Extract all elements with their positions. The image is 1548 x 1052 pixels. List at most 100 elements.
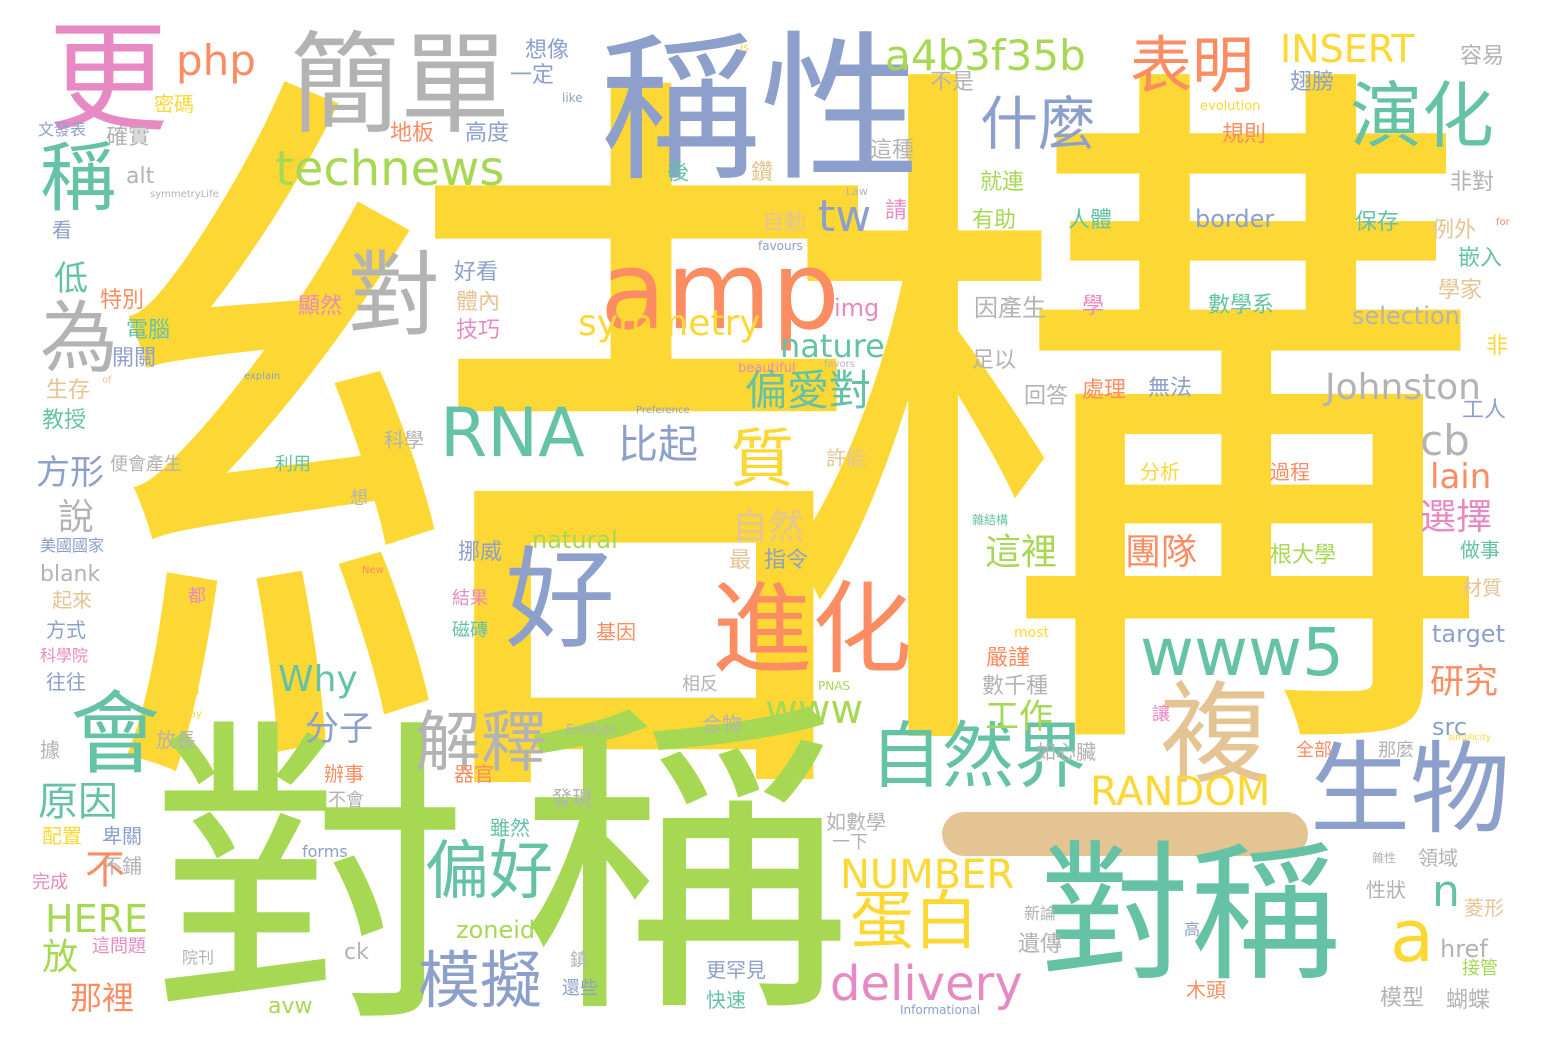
word-avw: avw (268, 994, 313, 1019)
word-wangwang: 往往 (46, 670, 86, 694)
word-qiguan: 器官 (454, 762, 494, 786)
word-zoneid: zoneid (456, 916, 536, 944)
word-natural: natural (532, 526, 618, 554)
word-jiqiao: 技巧 (456, 318, 501, 343)
word-tw: tw (818, 191, 872, 242)
word-of: of (102, 375, 112, 386)
word-forms: forms (302, 842, 348, 861)
word-jiaoshou: 教授 (42, 408, 87, 433)
word-duicheng: 對稱 (1040, 828, 1341, 1002)
word-why: Why (278, 659, 358, 700)
word-fang: 放 (42, 937, 79, 978)
word-geng: 更 (48, 10, 168, 149)
word-xuanze: 選擇 (1420, 497, 1493, 538)
word-xianran: 顯然 (298, 294, 343, 319)
word-fangxing: 方形 (36, 453, 104, 493)
word-xiangfan: 相反 (682, 674, 718, 695)
word-shuqianzhong: 數千種 (982, 674, 1049, 699)
word-yuanyin: 原因 (38, 779, 118, 825)
word-guize: 規則 (1222, 122, 1267, 147)
word-hudie: 蝴蝶 (1446, 988, 1491, 1013)
word-hao: 好 (505, 536, 615, 664)
word-law: Law (846, 185, 868, 198)
word-gou: 構 (770, 11, 1490, 849)
word-huida: 回答 (1024, 384, 1069, 409)
word-fenzi: 分子 (305, 709, 373, 749)
word-zizhong: 這種 (870, 138, 915, 163)
word-chibang: 翅膀 (1290, 70, 1335, 95)
word-wei: 為 (40, 294, 119, 384)
word-hou: 後 (663, 160, 688, 182)
word-a4b3f35b: a4b3f35b (885, 31, 1086, 80)
word-kongzhi: 控制 (156, 674, 201, 699)
word-qing: 請 (881, 198, 906, 220)
word-insert: INSERT (1280, 27, 1415, 71)
word-suiran: 雖然 (490, 816, 530, 840)
word-jinhua: 進化 (712, 571, 912, 688)
word-img: img (834, 294, 880, 322)
word-mimi: 密碼 (154, 92, 194, 116)
word-name: 那麼 (1378, 740, 1414, 761)
word-xingxing: 雜性 (1372, 851, 1397, 865)
word-shuo: 說 (58, 497, 95, 538)
word-rongyi: 容易 (1460, 44, 1505, 69)
word-evolution: evolution (1200, 99, 1261, 114)
word-hui: 會 (70, 682, 160, 787)
word-pianaidui: 偏愛對 (745, 366, 872, 415)
word-jie: 結 (100, 18, 898, 902)
word-ck: ck (344, 940, 369, 965)
word-explain: explain (244, 371, 281, 382)
word-xue: 學 (1082, 294, 1105, 319)
word-bianhuichansheng: 便會產生 (110, 454, 182, 475)
word-amp: amp (600, 229, 840, 354)
word-danbai: 蛋白 (850, 885, 978, 959)
word-zajiegou: 雜結構 (972, 513, 1009, 527)
word-meiguoguojia: 美國國家 (40, 536, 105, 555)
word-here: HERE (45, 897, 148, 941)
word-lingxing: 菱形 (1464, 896, 1504, 920)
word-preference: Preference (636, 405, 690, 416)
word-dou: 都 (185, 586, 206, 604)
word-number: NUMBER (840, 852, 1015, 898)
word-kexueyuan: 科學院 (40, 646, 89, 665)
word-diannao: 電腦 (126, 318, 171, 343)
word-biqi: 比起 (618, 422, 698, 468)
word-yanhua: 演化 (1350, 74, 1495, 158)
word-gongren: 工人 (1462, 398, 1507, 423)
word-gaodu: 高度 (465, 121, 510, 146)
word-hewu: 合物 (702, 712, 742, 736)
word-jieguan: 接管 (1462, 958, 1498, 979)
word-xuneng: 許能 (826, 446, 866, 470)
word-jiguo: 結果 (452, 588, 488, 609)
word-zuyi: 足以 (972, 348, 1017, 373)
word-wancheng: 完成 (32, 872, 68, 893)
word-renti: 人體 (1068, 208, 1113, 233)
word-kaiguan: 開關 (112, 346, 157, 371)
word-quanbu: 全部 (1296, 740, 1332, 761)
word-nuowei: 挪威 (458, 540, 503, 565)
word-pu: 不鋪 (102, 854, 142, 878)
word-qianru: 嵌入 (1458, 246, 1503, 271)
word-beautiful: beautiful (738, 361, 796, 376)
word-zhewenti: 這問題 (92, 936, 146, 957)
word-n: n (1432, 866, 1460, 917)
word-moni: 模擬 (418, 944, 543, 1017)
word-delivery: delivery (830, 956, 1023, 1012)
word-pnas: PNAS (818, 679, 851, 693)
word-cheng2: 稱 (40, 133, 116, 222)
word-zhen: 鎮 (567, 950, 588, 968)
word-zui: 最 (725, 548, 750, 570)
word-genda: 根大學 (1270, 543, 1337, 568)
word-guocheng: 過程 (1270, 460, 1310, 484)
word-jiandan: 簡單 (290, 21, 510, 149)
word-liwai: 例外 (1432, 218, 1477, 243)
word-wenfabiao: 文發表 (38, 120, 87, 139)
word-nali: 那裡 (70, 979, 135, 1017)
word-qilai: 起來 (52, 588, 92, 612)
word-shengwu: 生物 (1310, 731, 1510, 848)
word-target: target (1432, 620, 1505, 648)
word-href: href (1440, 935, 1488, 963)
word-caizhi: 材質 (1462, 576, 1502, 600)
word-www5: www5 (1140, 614, 1344, 691)
